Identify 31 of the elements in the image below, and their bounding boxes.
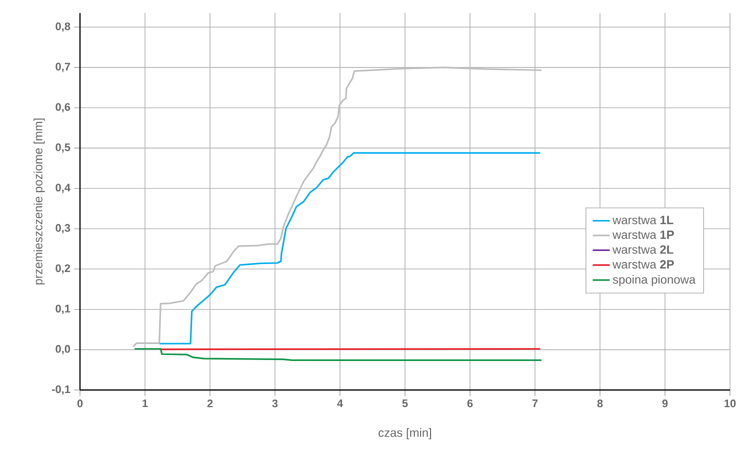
y-tick-label: 0,5 [56, 143, 70, 153]
y-axis-title: przemieszczenie poziome [mm] [34, 118, 45, 284]
y-tick-label: 0,3 [56, 224, 70, 234]
y-tick-label: -0,1 [52, 385, 70, 395]
legend-label: warstwa 2L [612, 245, 674, 254]
legend-label: warstwa 1P [612, 230, 674, 239]
x-tick-label: 4 [337, 400, 343, 408]
line-series [132, 66, 542, 348]
y-tick-label: 0,2 [56, 264, 70, 274]
x-tick-label: 5 [402, 400, 408, 408]
legend-label: warstwa 2P [612, 260, 674, 269]
x-tick-label: 7 [532, 400, 538, 408]
y-tick-label: 0,8 [56, 22, 70, 32]
legend-label: spoina pionowa [612, 274, 696, 286]
x-tick-label: 10 [724, 400, 736, 408]
line-series [158, 152, 542, 344]
y-tick-label: 0,0 [56, 345, 70, 354]
x-tick-label: 6 [467, 400, 473, 408]
x-tick-label: 9 [662, 400, 668, 408]
legend-label: warstwa 1L [612, 216, 674, 224]
y-tick-label: 0,6 [56, 103, 70, 112]
x-tick-label: 1 [142, 400, 148, 408]
line-series [134, 348, 542, 361]
x-tick-label: 3 [272, 400, 278, 408]
x-tick-label: 0 [77, 400, 83, 408]
y-tick-label: 0,7 [56, 62, 70, 72]
x-axis-title: czas [min] [378, 428, 432, 440]
x-tick-label: 8 [597, 400, 603, 408]
y-tick-label: 0,1 [56, 304, 70, 314]
y-tick-label: 0,4 [56, 184, 70, 194]
x-tick-label: 2 [207, 400, 213, 408]
